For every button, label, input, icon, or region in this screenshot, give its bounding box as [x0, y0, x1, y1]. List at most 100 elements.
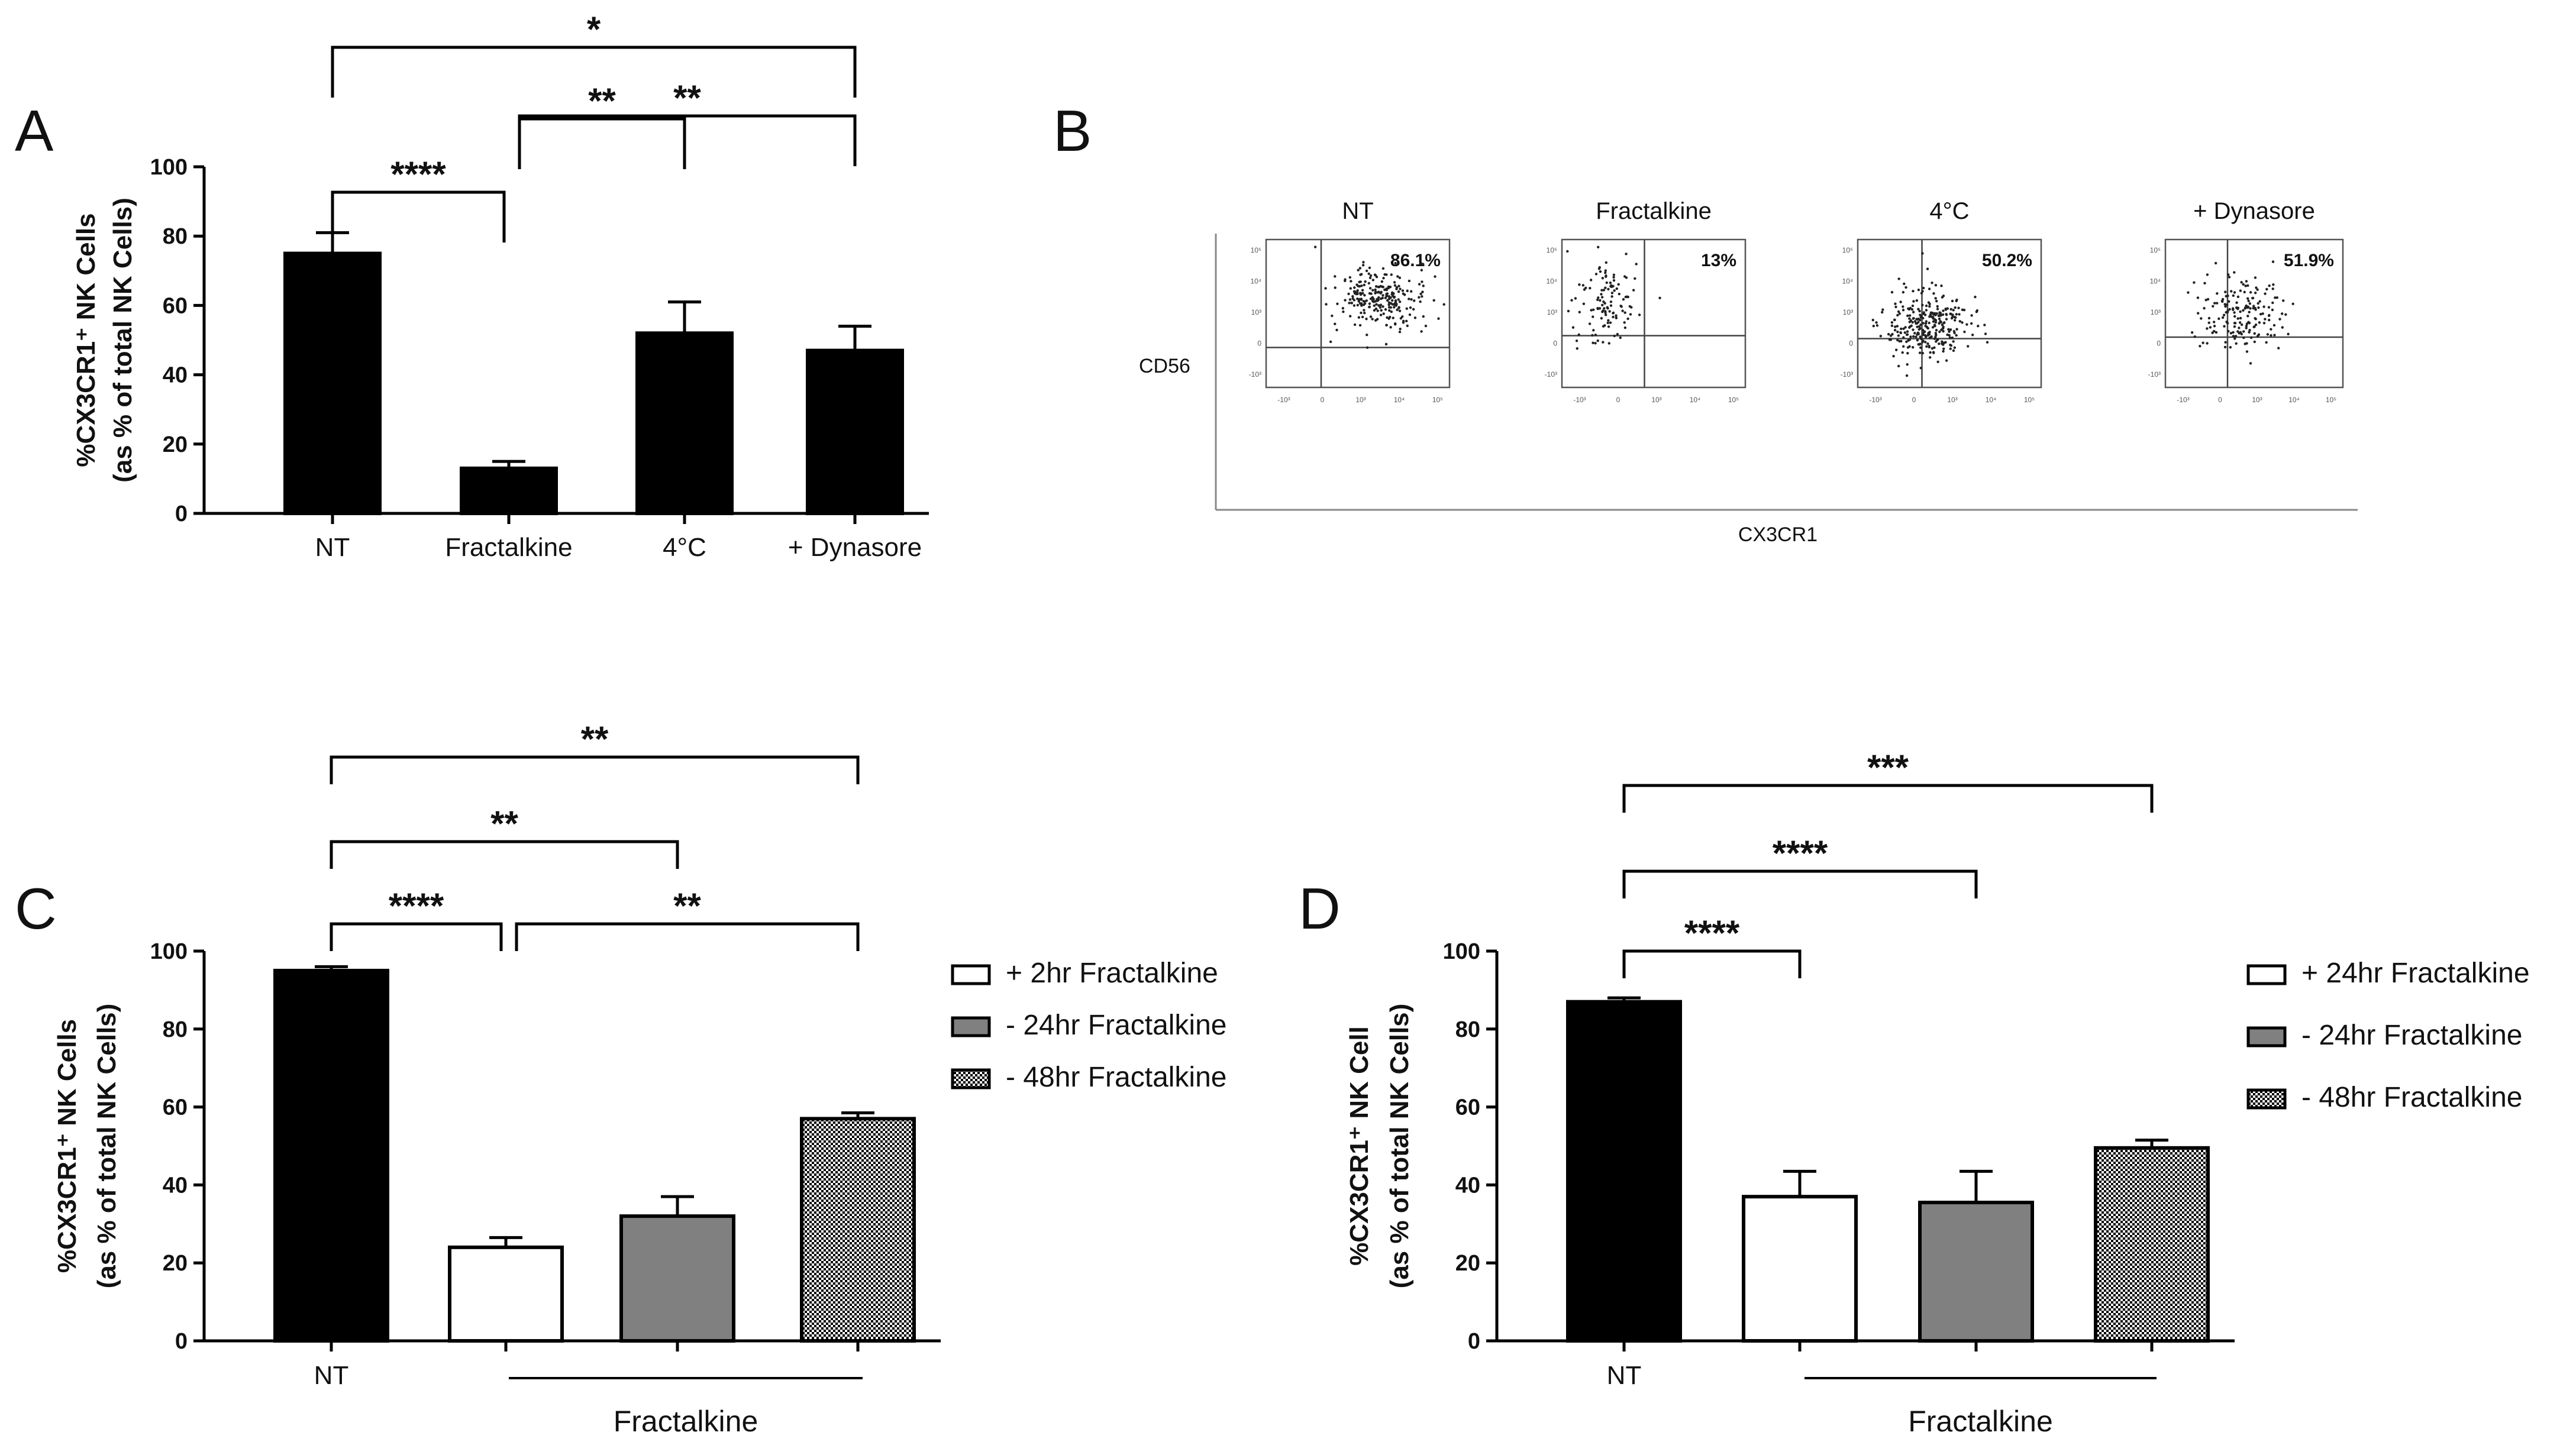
flow-event	[1909, 319, 1913, 322]
flow-x-tick-3: 10⁴	[2288, 396, 2300, 404]
flow-event	[1933, 337, 1936, 340]
flow-event	[1363, 293, 1366, 297]
flow-event	[1941, 324, 1944, 326]
flow-event	[1329, 340, 1332, 344]
flow-event	[1349, 287, 1352, 290]
flow-event	[1369, 298, 1373, 300]
flow-event	[1921, 290, 1924, 293]
flow-event	[2291, 302, 2294, 305]
flow-event	[1925, 320, 1928, 323]
flow-event	[2216, 292, 2219, 295]
flow-event	[1397, 298, 1400, 301]
y-tick-label-d: 60	[1455, 1095, 1480, 1120]
flow-event	[1422, 284, 1425, 287]
flow-event	[1941, 313, 1945, 316]
chart-b: CD56 CX3CR1 NT 86.1% -10³ 0 10³ 10⁴ 10⁵ 10⁵ 10⁴ 10³…	[1139, 198, 2358, 546]
flow-event	[1600, 289, 1603, 292]
flow-event	[1962, 308, 1966, 312]
flow-event	[1383, 273, 1386, 276]
flow-event	[1607, 342, 1610, 345]
flow-event	[1620, 305, 1623, 308]
flow-event	[1916, 325, 1919, 328]
flow-event	[2239, 316, 2242, 320]
flow-event	[1890, 321, 1894, 324]
flow-event	[2248, 329, 2251, 332]
flow-event	[2214, 261, 2217, 265]
flow-event	[1365, 318, 1368, 321]
flow-event	[1922, 311, 1925, 314]
flow-event	[1904, 286, 1907, 289]
flow-event	[1906, 363, 1909, 366]
flow-event	[1366, 346, 1369, 349]
flow-event	[2271, 301, 2274, 305]
flow-event	[1600, 293, 1603, 296]
flow-event	[2193, 335, 2197, 338]
flow-event	[2232, 331, 2235, 334]
flow-event	[1923, 330, 1926, 333]
flow-event	[2207, 316, 2211, 320]
flow-event	[1902, 290, 1905, 294]
flow-event	[1897, 364, 1900, 368]
flow-event	[1421, 290, 1424, 293]
flow-event	[1358, 324, 1362, 327]
flow-event	[1358, 280, 1361, 284]
flow-event	[1368, 292, 1371, 295]
flow-event	[2239, 331, 2242, 334]
flow-event	[1915, 299, 1919, 302]
flow-event	[1911, 304, 1915, 308]
flow-event	[2256, 335, 2259, 338]
flow-event	[1399, 287, 1402, 290]
flow-event	[2245, 326, 2248, 329]
flow-event	[1940, 284, 1943, 287]
flow-event	[1911, 321, 1914, 324]
flow-event	[1582, 302, 1586, 305]
flow-event	[1609, 300, 1613, 303]
flow-event	[1397, 284, 1400, 287]
sig-label-c-3: **	[581, 719, 609, 759]
flow-event	[1887, 332, 1890, 336]
flow-event	[1374, 285, 1378, 288]
flow-event	[1419, 300, 1422, 303]
flow-event	[1893, 318, 1896, 322]
flow-event	[1385, 324, 1388, 327]
flow-event	[1389, 306, 1392, 309]
flow-event	[1912, 300, 1915, 303]
flow-event	[1361, 264, 1365, 267]
flow-event	[1596, 339, 1599, 342]
sig-label-d-1: ****	[1773, 833, 1828, 873]
flow-event	[1368, 305, 1371, 309]
flow-event	[2236, 317, 2239, 320]
flow-event	[2228, 308, 2231, 311]
flow-event	[1412, 308, 1415, 311]
flow-event	[1932, 351, 1935, 354]
legend-label-d-0: + 24hr Fractalkine	[2301, 958, 2530, 989]
flow-event	[2229, 345, 2232, 349]
flow-event	[1607, 319, 1610, 322]
flow-event	[1917, 288, 1920, 292]
flow-event	[1567, 309, 1570, 313]
flow-y-tick-0: -10³	[1249, 370, 1261, 379]
flow-event	[1896, 338, 1899, 342]
flow-event	[1890, 324, 1894, 327]
flow-event	[2245, 350, 2249, 353]
y-tick-label-c: 100	[150, 939, 188, 964]
flow-event	[1596, 298, 1599, 301]
flow-event	[2213, 325, 2216, 328]
flow-event	[1926, 342, 1929, 345]
flow-event	[1879, 335, 1883, 338]
flow-event	[1596, 307, 1599, 311]
flow-title-3: + Dynasore	[2193, 198, 2315, 224]
flow-event	[1377, 285, 1381, 289]
x-tick-label-a: + Dynasore	[788, 533, 922, 562]
flow-event	[1897, 277, 1900, 280]
flow-event	[1394, 261, 1397, 265]
flow-event	[1658, 296, 1661, 300]
flow-event	[1367, 272, 1370, 275]
flow-event	[2240, 281, 2243, 284]
flow-event	[1621, 309, 1624, 312]
flow-event	[1889, 338, 1892, 341]
flow-event	[1612, 315, 1615, 319]
flow-event	[1384, 296, 1387, 299]
flow-event	[1359, 293, 1363, 296]
flow-y-tick-2: -10³	[1841, 370, 1853, 379]
